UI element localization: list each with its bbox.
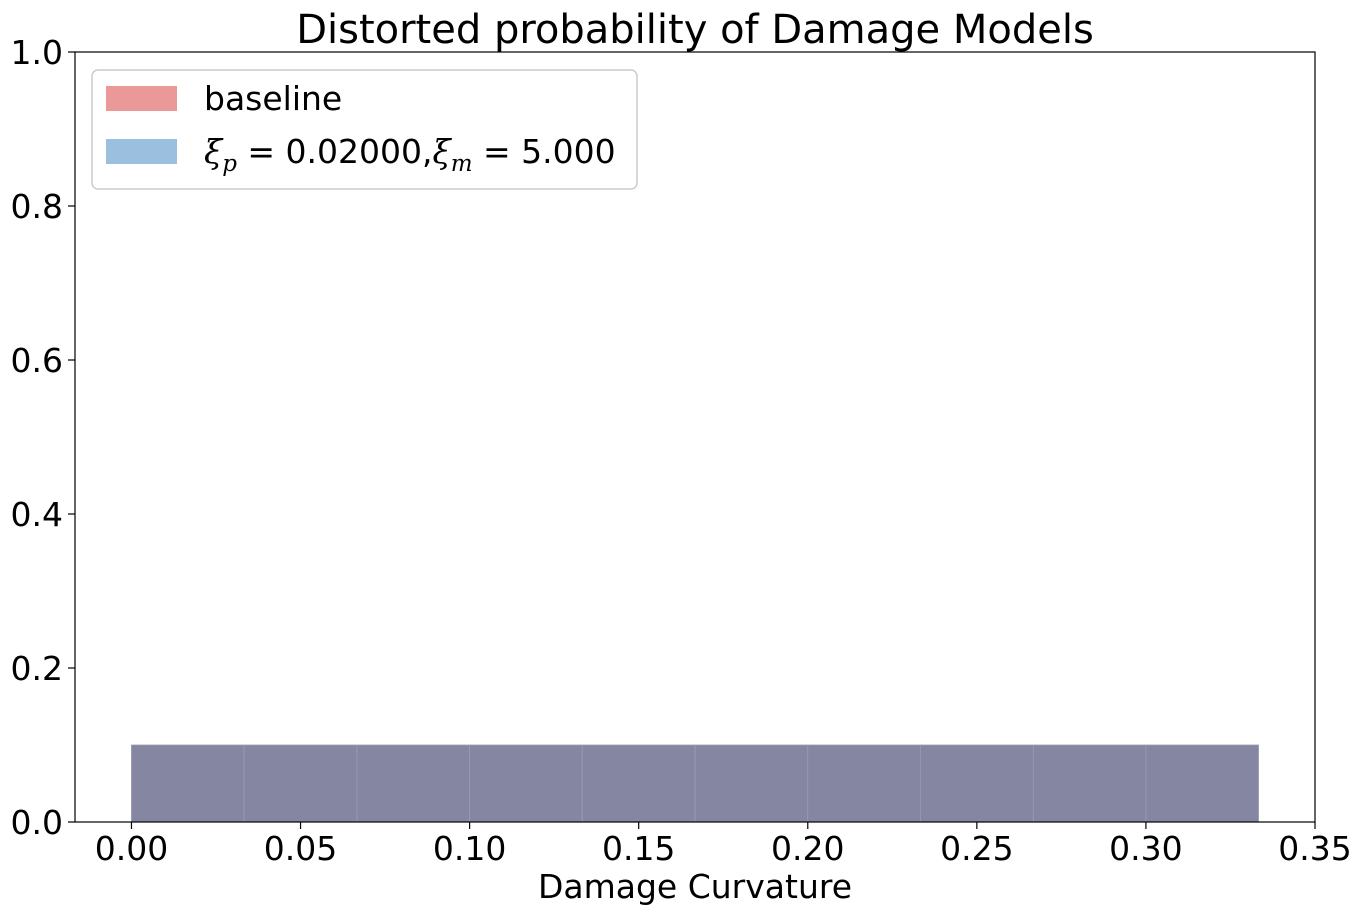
- legend: baseline ξp = 0.02000,ξm = 5.000: [91, 69, 638, 190]
- histogram-bar: [356, 744, 471, 823]
- y-tick-label: 1.0: [11, 33, 63, 72]
- chart-title: Distorted probability of Damage Models: [296, 7, 1094, 53]
- x-tick-label: 0.20: [771, 829, 844, 868]
- histogram-bar: [694, 744, 809, 823]
- x-tick-label: 0.00: [95, 829, 168, 868]
- x-axis-ticks: 0.00 0.05 0.10 0.15 0.20 0.25 0.30 0.35: [95, 822, 1352, 868]
- x-tick-label: 0.05: [264, 829, 337, 868]
- legend-frame: [91, 69, 638, 190]
- y-tick-label: 0.2: [11, 649, 63, 688]
- histogram-bar: [243, 744, 358, 823]
- histogram-bar: [919, 744, 1034, 823]
- y-tick-label: 0.4: [11, 495, 63, 534]
- histogram-bar: [1032, 744, 1147, 823]
- legend-label-baseline: baseline: [204, 79, 342, 118]
- bar-group: [131, 744, 1259, 823]
- legend-label-distorted: ξp = 0.02000,ξm = 5.000: [204, 132, 616, 177]
- legend-swatch-distorted: [106, 139, 177, 164]
- histogram-bar: [469, 744, 583, 823]
- x-tick-label: 0.35: [1278, 829, 1351, 868]
- plot-area-frame: [74, 51, 1316, 823]
- y-tick-label: 0.6: [11, 341, 63, 380]
- histogram-bar: [581, 744, 696, 823]
- histogram-bar: [1145, 744, 1259, 823]
- y-tick-label: 0.0: [11, 803, 63, 842]
- y-axis-ticks: 0.0 0.2 0.4 0.6 0.8 1.0: [11, 33, 75, 842]
- histogram-bar: [131, 744, 245, 823]
- x-tick-label: 0.15: [602, 829, 675, 868]
- x-tick-label: 0.25: [940, 829, 1013, 868]
- x-axis-title: Damage Curvature: [538, 867, 852, 906]
- x-tick-label: 0.10: [433, 829, 506, 868]
- y-tick-label: 0.8: [11, 187, 63, 226]
- histogram-bar: [807, 744, 921, 823]
- x-tick-label: 0.30: [1109, 829, 1182, 868]
- legend-swatch-baseline: [106, 86, 177, 111]
